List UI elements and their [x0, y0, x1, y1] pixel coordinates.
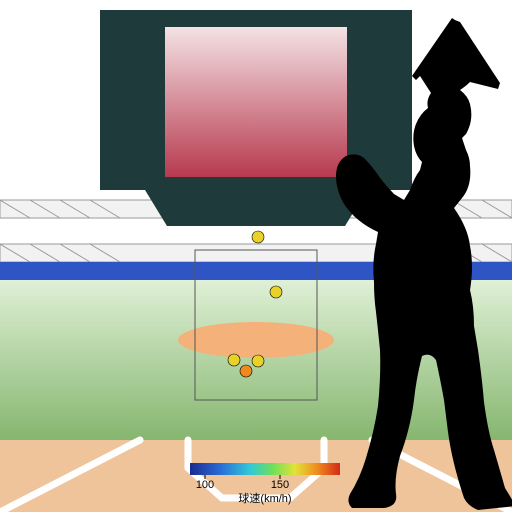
mound — [178, 322, 334, 358]
pitch-marker — [240, 365, 252, 377]
scoreboard-screen — [165, 27, 347, 177]
legend-tick-label: 150 — [271, 479, 289, 491]
scoreboard-base — [145, 190, 367, 226]
pitch-marker — [252, 355, 264, 367]
pitch-marker — [228, 354, 240, 366]
legend-title: 球速(km/h) — [238, 491, 291, 505]
legend-bar — [190, 463, 340, 475]
legend-tick-label: 100 — [196, 479, 214, 491]
pitch-marker — [252, 231, 264, 243]
pitch-marker — [270, 286, 282, 298]
